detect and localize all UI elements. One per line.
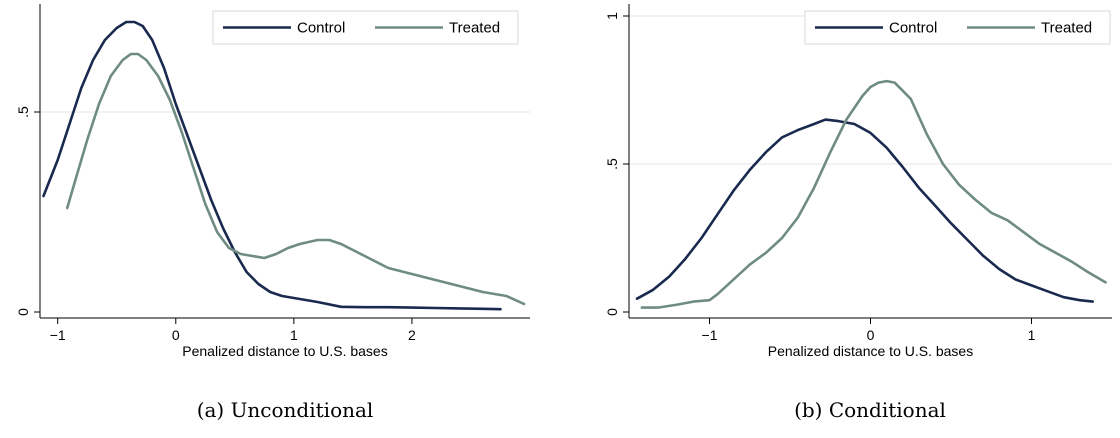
legend: Control Treated [804,10,1111,45]
x-axis-title: Penalized distance to U.S. bases [182,343,387,359]
x-tick-label: 0 [867,327,875,343]
x-tick-label: 1 [290,327,298,343]
series-line-treated [640,79,1107,309]
x-tick-label: −1 [50,327,66,343]
x-tick-label: 2 [408,327,416,343]
x-axis-title: Penalized distance to U.S. bases [768,343,973,359]
legend-label-treated: Treated [1041,20,1092,37]
series-line-control [42,20,502,311]
legend-label-control: Control [297,20,345,37]
y-tick-label: 1 [604,12,620,20]
x-tick-label: 0 [172,327,180,343]
legend-label-treated: Treated [449,20,500,37]
series-line-treated [65,52,526,306]
panel-caption: (a) Unconditional [197,398,374,422]
y-tick-label: .5 [604,158,620,170]
y-tick-label: 0 [15,308,31,316]
y-tick-label: .5 [15,106,31,118]
x-tick-label: −1 [702,327,718,343]
y-tick-label: 0 [604,308,620,316]
x-tick-label: 1 [1028,327,1036,343]
chart-panel-b: 0 .5 1 −1 0 1 Penalized distance to U.S. bases… [604,4,1112,422]
series-line-control [635,118,1094,303]
legend-label-control: Control [889,20,937,37]
legend: Control Treated [212,10,519,45]
panel-caption: (b) Conditional [794,398,946,422]
chart-panel-a: 0 .5 −1 0 1 2 Penalized distance to U.S. bases… [15,4,530,422]
